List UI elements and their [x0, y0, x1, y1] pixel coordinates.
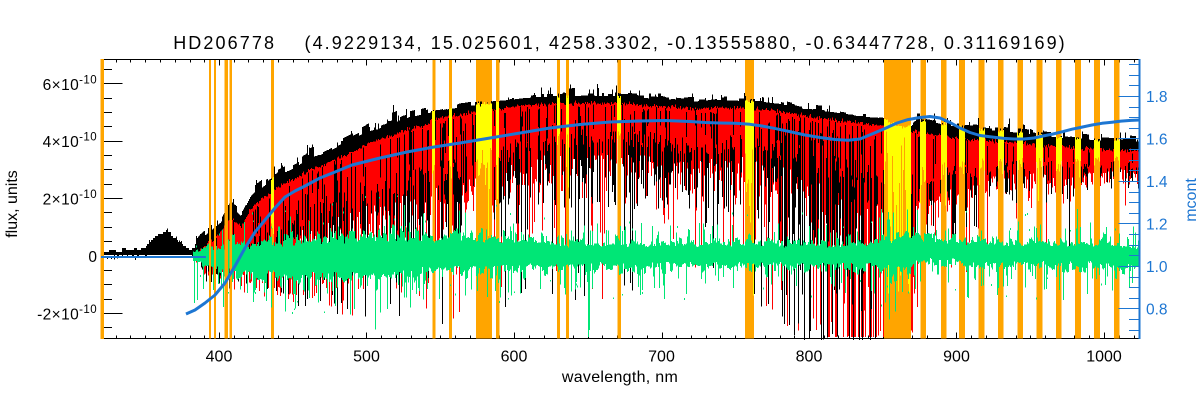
svg-text:wavelength, nm: wavelength, nm	[561, 369, 678, 386]
svg-text:500: 500	[353, 349, 380, 366]
svg-text:1.4: 1.4	[1146, 174, 1168, 191]
svg-text:1.0: 1.0	[1146, 259, 1168, 276]
svg-text:0.8: 0.8	[1146, 302, 1168, 319]
svg-text:1000: 1000	[1086, 349, 1122, 366]
svg-text:400: 400	[206, 349, 233, 366]
svg-text:1.2: 1.2	[1146, 217, 1168, 234]
svg-text:HD206778 (4.9229134, 15.025: HD206778 (4.9229134, 15.025601, 4258.330…	[173, 33, 1067, 53]
svg-text:700: 700	[648, 349, 675, 366]
svg-text:800: 800	[796, 349, 823, 366]
svg-text:mcont: mcont	[1183, 178, 1200, 222]
svg-text:flux, units: flux, units	[4, 170, 21, 238]
svg-text:600: 600	[501, 349, 528, 366]
svg-text:1.6: 1.6	[1146, 132, 1168, 149]
svg-text:0: 0	[88, 249, 97, 266]
svg-text:1.8: 1.8	[1146, 89, 1168, 106]
svg-text:900: 900	[943, 349, 970, 366]
